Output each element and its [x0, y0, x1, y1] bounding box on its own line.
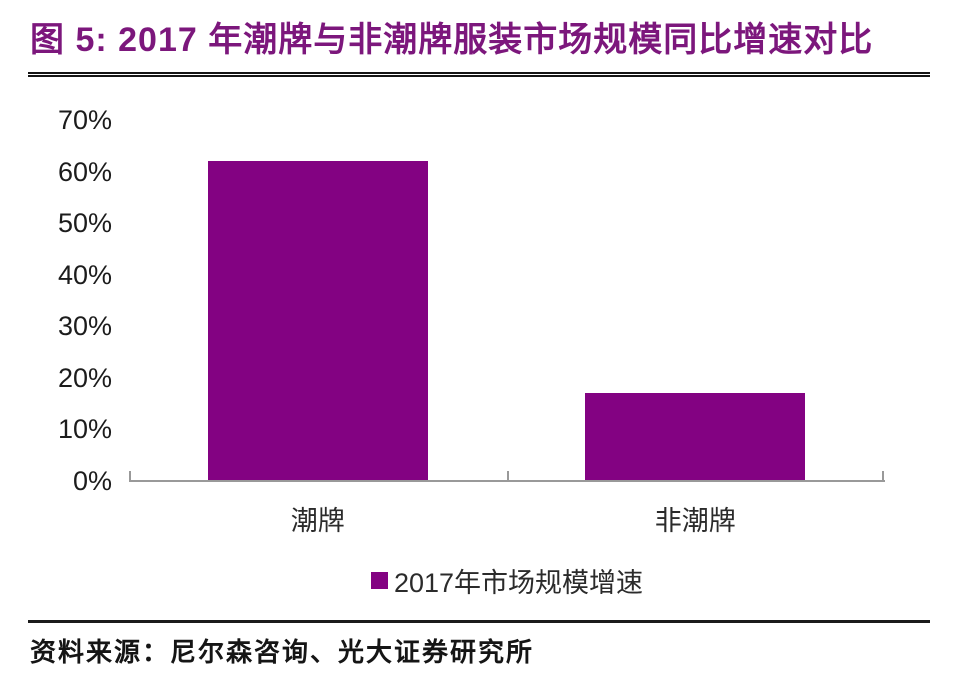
- y-axis-label: 60%: [57, 156, 112, 187]
- y-axis-label: 20%: [57, 362, 112, 393]
- y-axis-label: 50%: [57, 208, 112, 239]
- y-axis-label: 10%: [57, 414, 112, 445]
- x-axis-label: 潮牌: [290, 506, 345, 536]
- legend-swatch-icon: [370, 571, 388, 589]
- axis-tick: [129, 471, 131, 481]
- chart-legend: 2017年市场规模增速: [129, 564, 885, 598]
- y-axis-label: 70%: [57, 105, 112, 135]
- axis-tick: [506, 471, 509, 481]
- bar-0: [207, 161, 428, 481]
- figure-title: 图 5: 2017 年潮牌与非潮牌服装市场规模同比增速对比: [30, 21, 874, 59]
- y-axis-label: 30%: [57, 311, 112, 342]
- x-axis-label: 非潮牌: [654, 506, 736, 536]
- title-divider: [28, 72, 930, 77]
- legend-label: 2017年市场规模增速: [393, 567, 644, 598]
- x-axis-line: [129, 480, 885, 482]
- axis-tick: [882, 471, 884, 481]
- y-axis-label: 0%: [72, 466, 112, 496]
- y-axis-label: 40%: [57, 259, 112, 290]
- source-note: 资料来源：尼尔森咨询、光大证券研究所: [30, 638, 535, 667]
- footer-divider: [28, 620, 930, 623]
- bar-1: [585, 393, 806, 481]
